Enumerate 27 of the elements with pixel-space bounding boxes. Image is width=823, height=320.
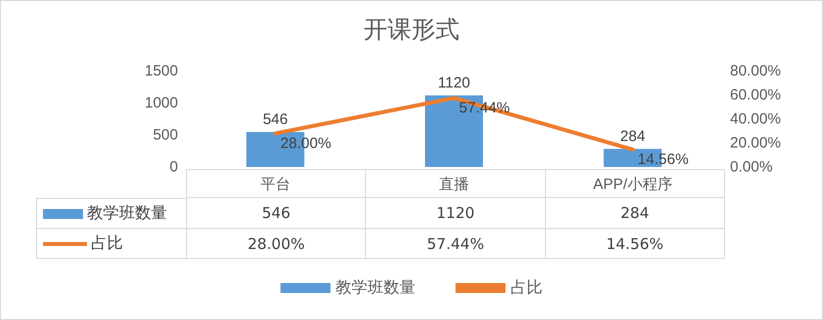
y2-tick-label: 60.00% [730, 86, 781, 104]
y2-tick-label: 40.00% [730, 110, 781, 128]
y2-tick-label: 20.00% [730, 134, 781, 152]
legend-label: 占比 [510, 278, 542, 296]
text: 284 [620, 128, 646, 145]
y-tick-label: 1000 [144, 94, 178, 112]
chart-title: 开课形式 [364, 16, 460, 44]
y2-tick-label: 0.00% [730, 158, 773, 176]
legend-label: 教学班数量 [87, 203, 167, 224]
text: 57.44% [459, 100, 510, 117]
x-tick-label: APP/小程序 [593, 176, 672, 193]
text: 占比 [91, 233, 123, 252]
text: 546 [262, 111, 288, 128]
data-label: 14.56% [544, 229, 725, 259]
data-label: 1120 [365, 198, 545, 229]
text: 1120 [438, 74, 470, 92]
x-tick-label: 直播 [439, 176, 469, 193]
y2-tick-label: 80.00% [730, 62, 781, 80]
data-label: 57.44% [365, 229, 545, 259]
data-label: 284 [544, 198, 725, 229]
data-label: 28.00% [186, 229, 366, 259]
y-tick-label: 500 [152, 126, 178, 144]
y-tick-label: 0 [170, 158, 178, 176]
x-tick-label: 平台 [260, 176, 290, 193]
y-tick-label: 1500 [144, 62, 178, 80]
text: 教学班数量 [336, 280, 416, 296]
data-label: 546 [186, 198, 366, 229]
